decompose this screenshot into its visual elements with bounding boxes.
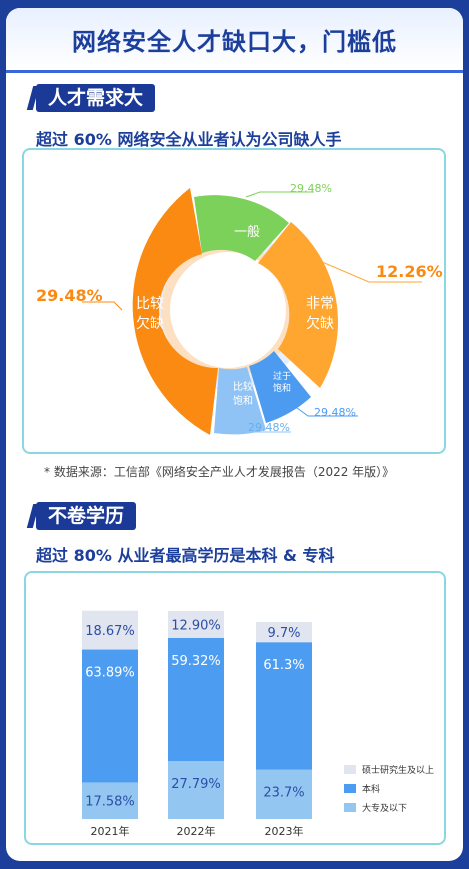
bar-value-label: 63.89% bbox=[85, 666, 135, 681]
slice-label-fairly-lacking-2: 欠缺 bbox=[136, 316, 164, 332]
bar-value-label: 17.58% bbox=[85, 795, 135, 810]
bar-value-label: 9.7% bbox=[267, 626, 300, 641]
slice-label-fairly-lacking-1: 比较 bbox=[136, 296, 164, 312]
bar-value-label: 27.79% bbox=[171, 777, 221, 792]
value-label-oversaturated: 29.48% bbox=[314, 406, 356, 419]
section-subtitle-demand: 超过 60% 网络安全从业者认为公司缺人手 bbox=[36, 130, 342, 149]
bar-segment bbox=[82, 649, 138, 783]
bar-chart-box: 17.58% 63.89% 18.67% 2021年 27.79% 59.32% 12.90… bbox=[24, 571, 446, 845]
bar-segment bbox=[256, 642, 312, 770]
value-label-fairly-lacking: 29.48% bbox=[36, 286, 103, 305]
slice-general bbox=[194, 195, 289, 261]
leader-line-very-lacking bbox=[293, 249, 422, 283]
legend-swatch bbox=[344, 803, 356, 812]
leader-line-fairly-saturated bbox=[236, 421, 291, 433]
legend-label: 硕士研究生及以上 bbox=[362, 764, 434, 776]
slice-fairly-saturated bbox=[214, 367, 266, 435]
legend-swatch bbox=[344, 765, 356, 774]
bar-segment bbox=[256, 622, 312, 643]
leader-line-fairly-lacking bbox=[82, 301, 123, 311]
page-title: 网络安全人才缺口大，门槛低 bbox=[72, 28, 397, 56]
slice-label-general: 一般 bbox=[234, 224, 260, 240]
infographic-card: 网络安全人才缺口大，门槛低 人才需求大 超过 60% 网络安全从业者认为公司缺人… bbox=[6, 8, 463, 861]
slice-label-fairly-saturated-1: 比较 bbox=[233, 380, 253, 393]
x-tick-label: 2022年 bbox=[177, 824, 216, 838]
slice-very-lacking bbox=[258, 222, 338, 388]
section-tag-demand: 人才需求大 bbox=[36, 84, 156, 112]
section-subtitle-education: 超过 80% 从业者最高学历是本科 & 专科 bbox=[36, 546, 335, 565]
header: 网络安全人才缺口大，门槛低 bbox=[6, 8, 463, 73]
slice-label-very-lacking-1: 非常 bbox=[306, 296, 334, 312]
value-label-very-lacking: 12.26% bbox=[376, 262, 443, 281]
donut-chart-box: 一般 非常 欠缺 过于 饱和 比较 饱和 比较 欠缺 29.48% 12.26%… bbox=[22, 148, 446, 454]
bar-value-label: 23.7% bbox=[263, 786, 304, 801]
bar-segment bbox=[256, 769, 312, 819]
bar-value-label: 18.67% bbox=[85, 624, 135, 639]
donut-hole bbox=[170, 252, 286, 368]
legend-label: 大专及以下 bbox=[362, 802, 407, 814]
legend-label: 本科 bbox=[362, 783, 380, 795]
donut-chart: 一般 非常 欠缺 过于 饱和 比较 饱和 比较 欠缺 29.48% 12.26%… bbox=[36, 182, 443, 435]
bar-value-label: 61.3% bbox=[263, 658, 304, 673]
x-tick-label: 2021年 bbox=[91, 824, 130, 838]
slice-label-fairly-saturated-2: 饱和 bbox=[233, 395, 253, 407]
bar-value-label: 12.90% bbox=[171, 618, 221, 633]
slice-label-oversaturated-2: 饱和 bbox=[273, 382, 291, 394]
value-label-fairly-saturated: 29.48% bbox=[248, 421, 290, 434]
x-tick-label: 2023年 bbox=[265, 824, 304, 838]
leader-line-oversaturated bbox=[288, 401, 358, 417]
data-source-note: * 数据来源：工信部《网络安全产业人才发展报告（2022 年版）》 bbox=[44, 465, 395, 479]
slice-oversaturated bbox=[249, 351, 311, 423]
bar-value-label: 59.32% bbox=[171, 654, 221, 669]
value-label-general: 29.48% bbox=[290, 182, 332, 195]
slice-label-oversaturated-1: 过于 bbox=[273, 370, 291, 382]
stacked-bar-chart: 17.58% 63.89% 18.67% 2021年 27.79% 59.32% 12.90… bbox=[82, 610, 434, 838]
slice-label-very-lacking-2: 欠缺 bbox=[306, 316, 334, 332]
bar-segment bbox=[82, 610, 138, 650]
slice-fairly-lacking bbox=[132, 188, 218, 435]
bar-segment bbox=[168, 637, 224, 762]
bar-segment bbox=[168, 610, 224, 638]
legend-swatch bbox=[344, 784, 356, 793]
section-tag-education: 不卷学历 bbox=[36, 502, 137, 530]
leader-line-general bbox=[245, 191, 314, 198]
bar-segment bbox=[82, 782, 138, 819]
bar-segment bbox=[168, 761, 224, 819]
